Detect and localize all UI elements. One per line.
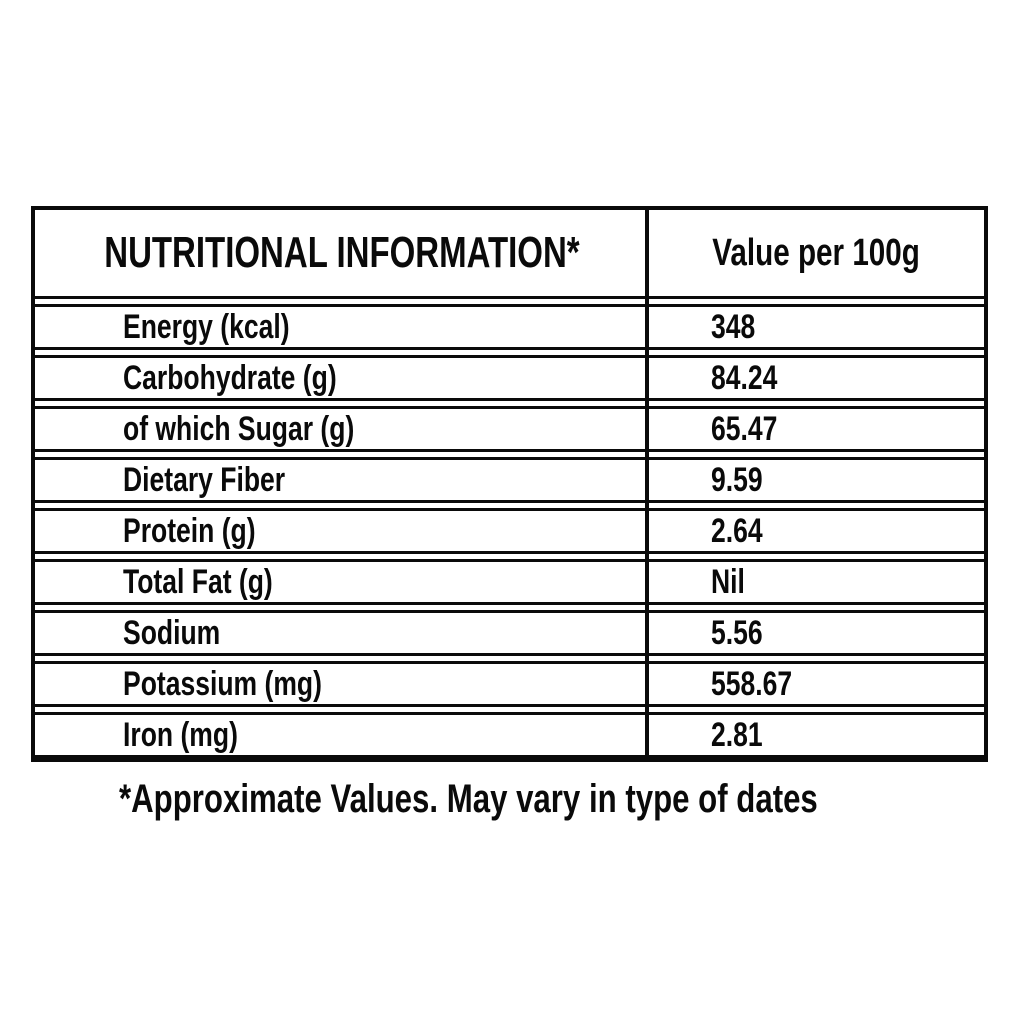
value-column-header: Value per 100g xyxy=(712,231,921,274)
row-value: 558.67 xyxy=(711,664,793,703)
table-header-row: NUTRITIONAL INFORMATION* Value per 100g xyxy=(35,210,984,299)
row-label: Protein (g) xyxy=(123,511,256,550)
table-row: Sodium 5.56 xyxy=(35,610,984,656)
row-label: Sodium xyxy=(123,613,221,652)
table-row: Energy (kcal) 348 xyxy=(35,304,984,350)
column-divider xyxy=(645,210,649,758)
row-value: Nil xyxy=(711,562,745,601)
row-value: 84.24 xyxy=(711,358,778,397)
row-value: 5.56 xyxy=(711,613,763,652)
footnote: *Approximate Values. May vary in type of… xyxy=(31,774,988,824)
row-label: Carbohydrate (g) xyxy=(123,358,337,397)
table-row: Total Fat (g) Nil xyxy=(35,559,984,605)
nutrition-table: NUTRITIONAL INFORMATION* Value per 100g … xyxy=(31,206,988,762)
table-row: Iron (mg) 2.81 xyxy=(35,712,984,758)
table-row: Potassium (mg) 558.67 xyxy=(35,661,984,707)
table-header-title-cell: NUTRITIONAL INFORMATION* xyxy=(35,210,649,296)
row-value: 348 xyxy=(711,307,756,346)
row-label: Potassium (mg) xyxy=(123,664,322,703)
table-row: Carbohydrate (g) 84.24 xyxy=(35,355,984,401)
table-row: Protein (g) 2.64 xyxy=(35,508,984,554)
row-value: 65.47 xyxy=(711,409,778,448)
table-header-value-cell: Value per 100g xyxy=(649,210,984,296)
row-label: Energy (kcal) xyxy=(123,307,290,346)
row-value: 2.64 xyxy=(711,511,763,550)
table-title: NUTRITIONAL INFORMATION* xyxy=(104,228,580,277)
table-row: Dietary Fiber 9.59 xyxy=(35,457,984,503)
row-label: Iron (mg) xyxy=(123,715,238,754)
row-value: 9.59 xyxy=(711,460,763,499)
footnote-text: *Approximate Values. May vary in type of… xyxy=(119,777,818,821)
row-label: of which Sugar (g) xyxy=(123,409,355,448)
table-row: of which Sugar (g) 65.47 xyxy=(35,406,984,452)
row-label: Dietary Fiber xyxy=(123,460,286,499)
row-label: Total Fat (g) xyxy=(123,562,273,601)
row-value: 2.81 xyxy=(711,715,763,754)
